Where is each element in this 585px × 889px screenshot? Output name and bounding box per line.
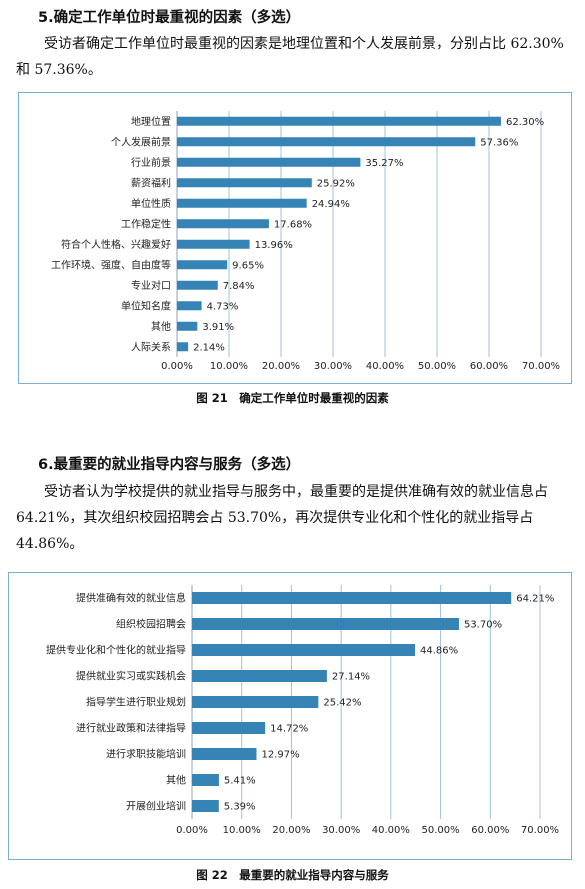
chart-frame-22: 0.00% 10.00% 20.00% 30.00% 40.00% 50.00% 60.00…: [8, 572, 572, 860]
bar: [177, 260, 228, 270]
category-label: 提供准确有效的就业信息: [76, 592, 186, 605]
bar: [192, 592, 512, 604]
x-tick-label: 50.00%: [418, 361, 456, 372]
section-heading-6: 6.最重要的就业指导内容与服务（多选）: [38, 457, 301, 473]
category-label: 提供就业实习或实践机会: [76, 670, 186, 683]
value-label: 57.36%: [480, 137, 518, 148]
value-label: 44.86%: [420, 646, 458, 657]
value-label: 24.94%: [312, 199, 350, 210]
section-heading-5: 5.确定工作单位时最重视的因素（多选）: [38, 10, 301, 26]
bar: [192, 800, 219, 812]
x-tick-label: 0.00%: [161, 361, 193, 372]
category-label: 行业前景: [131, 156, 171, 169]
bar: [177, 116, 501, 126]
x-tick-label: 10.00%: [210, 361, 248, 372]
bar: [177, 301, 202, 311]
value-label: 25.42%: [323, 698, 361, 709]
category-label: 其他: [166, 774, 186, 787]
bar: [192, 774, 219, 786]
bar: [192, 722, 266, 734]
value-label: 13.96%: [255, 240, 293, 251]
section-paragraph-5: 受访者确定工作单位时最重视的因素是地理位置和个人发展前景，分别占比 62.30%…: [16, 36, 564, 78]
x-tick-label: 70.00%: [522, 361, 560, 372]
bar: [177, 342, 189, 352]
value-label: 27.14%: [332, 672, 370, 683]
category-label: 进行求职技能培训: [106, 748, 186, 761]
value-label: 64.21%: [516, 594, 554, 605]
category-label: 地理位置: [131, 115, 171, 128]
bar: [192, 748, 257, 760]
value-label: 5.41%: [224, 776, 256, 787]
bar: [192, 670, 327, 682]
x-tick-label: 20.00%: [262, 361, 300, 372]
category-label: 开展创业培训: [126, 800, 186, 813]
bar: [177, 157, 361, 167]
value-label: 3.91%: [202, 322, 234, 333]
value-label: 14.72%: [270, 724, 308, 735]
x-tick-label: 0.00%: [176, 825, 208, 836]
x-tick-label: 40.00%: [366, 361, 404, 372]
figure-caption-22: 图 22 最重要的就业指导内容与服务: [196, 868, 389, 882]
category-label: 工作环境、强度、自由度等: [51, 258, 171, 271]
x-tick-label: 20.00%: [272, 825, 310, 836]
bar: [177, 137, 476, 147]
category-label: 单位知名度: [121, 299, 171, 312]
category-label: 其他: [151, 320, 171, 333]
value-label: 12.97%: [261, 750, 299, 761]
value-label: 25.92%: [317, 178, 355, 189]
section-paragraph-6: 受访者认为学校提供的就业指导与服务中，最重要的是提供准确有效的就业信息占 64.…: [16, 484, 548, 552]
value-label: 7.84%: [223, 281, 255, 292]
bar: [177, 198, 307, 208]
category-label: 提供专业化和个性化的就业指导: [46, 644, 186, 657]
bar: [177, 321, 198, 331]
chart-factors: 0.00% 10.00% 20.00% 30.00% 40.00% 50.00% 60.00…: [51, 111, 560, 372]
category-label: 人际关系: [131, 340, 171, 353]
value-label: 62.30%: [506, 117, 544, 128]
bar: [192, 618, 459, 630]
bar: [192, 644, 416, 656]
x-tick-label: 60.00%: [470, 361, 508, 372]
x-tick-label: 70.00%: [521, 825, 559, 836]
value-label: 17.68%: [274, 219, 312, 230]
bar: [177, 239, 250, 249]
category-label: 进行就业政策和法律指导: [76, 722, 186, 735]
x-tick-label: 30.00%: [322, 825, 360, 836]
category-label: 单位性质: [131, 197, 171, 210]
bar: [192, 696, 319, 708]
value-label: 5.39%: [224, 802, 256, 813]
value-label: 9.65%: [232, 260, 264, 271]
bar: [177, 280, 218, 290]
x-tick-label: 60.00%: [471, 825, 509, 836]
x-tick-label: 40.00%: [372, 825, 410, 836]
bar: [177, 178, 312, 188]
value-label: 53.70%: [464, 620, 502, 631]
category-label: 组织校园招聘会: [116, 618, 186, 631]
value-label: 4.73%: [207, 301, 239, 312]
category-label: 指导学生进行职业规划: [86, 696, 186, 709]
category-label: 个人发展前景: [111, 135, 171, 148]
category-label: 薪资福利: [131, 176, 171, 189]
category-label: 工作稳定性: [121, 217, 171, 230]
bar: [177, 219, 269, 229]
value-label: 2.14%: [193, 342, 225, 353]
category-label: 符合个人性格、兴趣爱好: [61, 238, 171, 251]
figure-caption-21: 图 21 确定工作单位时最重视的因素: [196, 391, 389, 405]
chart-frame-21: 0.00% 10.00% 20.00% 30.00% 40.00% 50.00% 60.00…: [18, 92, 572, 384]
category-label: 专业对口: [131, 279, 171, 292]
x-tick-label: 30.00%: [314, 361, 352, 372]
x-tick-label: 10.00%: [223, 825, 261, 836]
chart-guidance: 0.00% 10.00% 20.00% 30.00% 40.00% 50.00% 60.00…: [46, 585, 559, 836]
x-tick-label: 50.00%: [422, 825, 460, 836]
value-label: 35.27%: [365, 158, 403, 169]
